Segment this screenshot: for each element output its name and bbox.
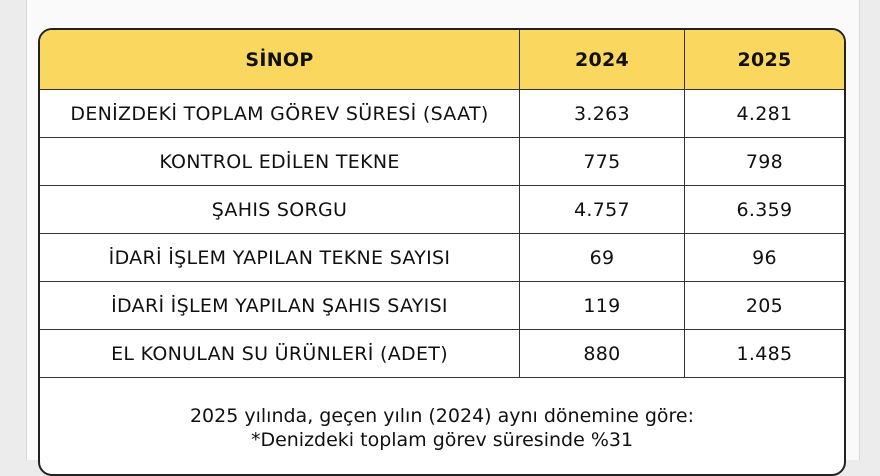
row-label: İDARİ İŞLEM YAPILAN TEKNE SAYISI xyxy=(40,234,520,281)
value-2024: 4.757 xyxy=(520,186,685,233)
header-2024: 2024 xyxy=(520,30,685,89)
summary-line-1: 2025 yılında, geçen yılın (2024) aynı dö… xyxy=(189,405,695,427)
table-header: SİNOP 2024 2025 xyxy=(40,30,844,89)
value-2024: 3.263 xyxy=(520,90,685,137)
value-2025: 96 xyxy=(752,246,777,269)
value-2024: 69 xyxy=(520,234,685,281)
value-2024: 119 xyxy=(520,282,685,329)
summary-line-2: *Denizdeki toplam görev süresinde %31 xyxy=(250,429,634,451)
value-2025: 4.281 xyxy=(736,102,793,125)
row-label: KONTROL EDİLEN TEKNE xyxy=(40,138,520,185)
value-2025: 205 xyxy=(745,294,784,317)
value-2025: 1.485 xyxy=(736,342,793,365)
summary-footer: 2025 yılında, geçen yılın (2024) aynı dö… xyxy=(40,377,844,474)
table-row: İDARİ İŞLEM YAPILAN ŞAHIS SAYISI 119 205 xyxy=(40,281,844,329)
value-2024: 880 xyxy=(520,330,685,377)
row-label: EL KONULAN SU ÜRÜNLERİ (ADET) xyxy=(40,330,520,377)
header-region: SİNOP xyxy=(40,30,520,89)
table-row: EL KONULAN SU ÜRÜNLERİ (ADET) 880 1.485 xyxy=(40,329,844,377)
table-row: İDARİ İŞLEM YAPILAN TEKNE SAYISI 69 96 xyxy=(40,233,844,281)
table-row: ŞAHIS SORGU 4.757 6.359 xyxy=(40,185,844,233)
value-2024: 775 xyxy=(520,138,685,185)
table-row: DENİZDEKİ TOPLAM GÖREV SÜRESİ (SAAT) 3.26… xyxy=(40,89,844,137)
row-label: ŞAHIS SORGU xyxy=(40,186,520,233)
value-2025: 6.359 xyxy=(736,198,793,221)
header-2025: 2025 xyxy=(737,48,792,71)
value-2025: 798 xyxy=(745,150,784,173)
row-label: İDARİ İŞLEM YAPILAN ŞAHIS SAYISI xyxy=(40,282,520,329)
table-row: KONTROL EDİLEN TEKNE 775 798 xyxy=(40,137,844,185)
row-label: DENİZDEKİ TOPLAM GÖREV SÜRESİ (SAAT) xyxy=(40,90,520,137)
statistics-table: SİNOP 2024 2025 DENİZDEKİ TOPLAM GÖREV S… xyxy=(38,28,846,476)
